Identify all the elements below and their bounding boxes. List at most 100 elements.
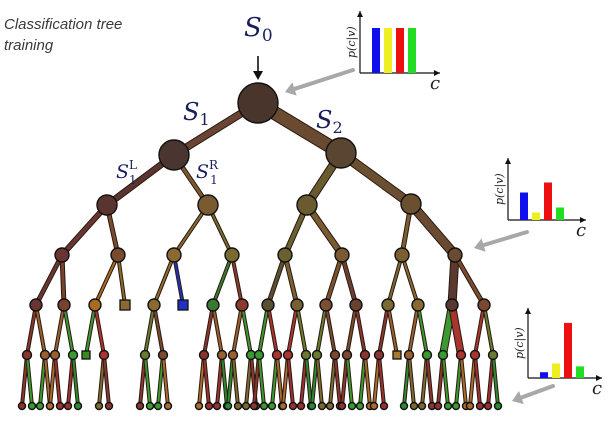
tree-node (233, 401, 243, 411)
tree-edge (144, 354, 151, 407)
tree-edge (407, 200, 459, 259)
tree-node (241, 401, 251, 411)
tree-node (337, 401, 347, 411)
tree-node (334, 247, 350, 263)
histogram-pointer-arrows (285, 68, 555, 405)
tree-node (198, 349, 210, 361)
tree-edge (258, 304, 269, 356)
pointer-arrow-head (285, 82, 297, 96)
histogram-bar (564, 322, 572, 378)
tree-edge (153, 304, 164, 356)
pointer-arrow-shaft (292, 68, 355, 91)
tree-node (147, 298, 161, 312)
tree-node (296, 401, 306, 411)
tree-node (325, 137, 357, 169)
tree-node (409, 401, 419, 411)
tree-node (157, 349, 169, 361)
tree-node (67, 349, 79, 361)
tree-node (237, 82, 279, 124)
pointer-arrow-head (512, 390, 524, 405)
title-line-1: Classification tree (4, 16, 123, 33)
tree-edge (212, 254, 233, 306)
tree-edge (60, 203, 109, 257)
tree-edge (316, 304, 327, 356)
pointer-arrow-shaft (519, 384, 555, 400)
tree-node (278, 401, 288, 411)
tree-edge (276, 354, 283, 407)
root-input-arrow (253, 56, 263, 80)
tree-edge (203, 354, 210, 407)
tree-node (49, 349, 61, 361)
tree-node (135, 401, 145, 411)
pointer-arrow-shaft (481, 230, 529, 248)
tree-node (249, 401, 259, 411)
tree-node (39, 349, 51, 361)
tree-node (347, 401, 357, 411)
histogram-bar (408, 28, 416, 73)
tree-edge (355, 304, 366, 356)
tree-node (355, 401, 365, 411)
tree-node (17, 401, 27, 411)
tree-node (475, 401, 485, 411)
tree-edges (20, 96, 500, 408)
tree-node (224, 247, 240, 263)
tree-node (493, 401, 503, 411)
histogram-bar (576, 366, 584, 378)
tree-node (259, 401, 269, 411)
tree-node (35, 401, 45, 411)
histogram-y-arrowhead (525, 308, 531, 314)
tree-edge (453, 253, 486, 307)
histogram-xlabel: c (592, 378, 602, 399)
tree-node (29, 298, 43, 312)
tree-node (487, 349, 499, 361)
tree-node (98, 349, 110, 361)
tree-edge (35, 304, 46, 356)
tree-edge (162, 354, 169, 407)
tree-edge (232, 354, 239, 407)
tree-leaf-node (392, 350, 402, 360)
tree-node (447, 247, 463, 263)
histogram-bar (372, 28, 380, 73)
tree-node (55, 401, 65, 411)
tree-node (455, 349, 467, 361)
histogram-xlabel: c (576, 220, 586, 241)
tree-edge (173, 254, 184, 306)
tree-edge (378, 354, 385, 407)
tree-node (483, 401, 493, 411)
tree-node (104, 401, 114, 411)
tree-node (445, 298, 459, 312)
tree-edge (94, 254, 119, 306)
histogram-leaf: p(c|v) c (513, 308, 602, 399)
title-line-2: training (4, 37, 54, 54)
tree-edge (221, 354, 228, 407)
tree-edge (325, 304, 336, 356)
tree-edge (426, 354, 433, 407)
tree-edge (54, 354, 61, 407)
tree-edge (153, 254, 175, 306)
tree-edge (231, 254, 243, 306)
tree-edge (448, 251, 459, 309)
histogram-x-arrowhead (596, 375, 602, 381)
histogram-x-arrowhead (434, 70, 440, 76)
tree-node (443, 401, 453, 411)
tree-node (399, 401, 409, 411)
tree-node (381, 298, 395, 312)
tree-node (110, 247, 126, 263)
tree-edge (305, 354, 312, 407)
tree-node (158, 139, 190, 171)
tree-edge (378, 304, 389, 356)
tree-node (325, 401, 335, 411)
tree-node (300, 349, 312, 361)
label-s2: S2 (316, 106, 343, 137)
tree-node (194, 401, 204, 411)
histogram-bar (396, 28, 404, 73)
tree-node (54, 247, 70, 263)
tree-edge (324, 253, 344, 307)
label-s0-main: S (244, 13, 262, 43)
tree-edge (283, 253, 299, 307)
histogram-bar (520, 192, 528, 220)
tree-edge (54, 304, 65, 356)
histogram-bar (540, 372, 548, 378)
tree-node (421, 349, 433, 361)
tree-node (216, 349, 228, 361)
